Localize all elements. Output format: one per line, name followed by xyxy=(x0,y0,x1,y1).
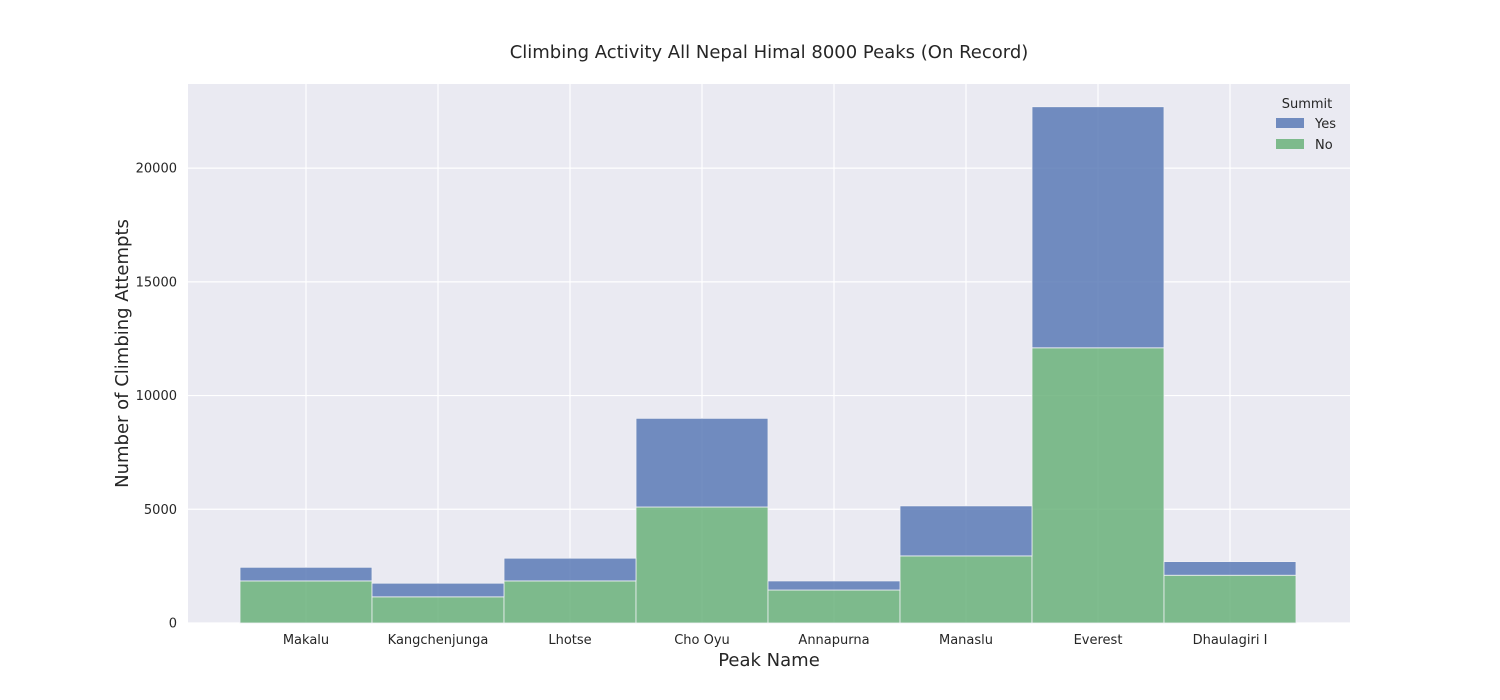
x-tick-label: Dhaulagiri I xyxy=(1193,633,1268,648)
bar-yes-annapurna xyxy=(767,580,901,591)
bar-no-manaslu xyxy=(899,555,1033,624)
y-tick-label: 0 xyxy=(169,617,177,632)
bar-yes-dhaulagiri-i xyxy=(1163,561,1297,576)
y-tick-label: 5000 xyxy=(144,503,177,518)
plot-area xyxy=(188,84,1350,623)
bar-no-makalu xyxy=(239,580,373,624)
bar-yes-manaslu xyxy=(899,505,1033,557)
bar-yes-kangchenjunga xyxy=(371,582,505,598)
chart-title: Climbing Activity All Nepal Himal 8000 P… xyxy=(510,42,1029,63)
x-tick-label: Cho Oyu xyxy=(674,633,730,648)
legend-swatch-yes xyxy=(1276,118,1304,128)
x-tick-label: Makalu xyxy=(283,633,329,648)
x-tick-label: Lhotse xyxy=(548,633,591,648)
y-tick-label: 20000 xyxy=(136,162,177,177)
bar-no-cho-oyu xyxy=(635,506,769,624)
bar-yes-everest xyxy=(1031,106,1165,349)
x-tick-label: Manaslu xyxy=(939,633,993,648)
y-axis-label: Number of Climbing Attempts xyxy=(112,219,133,488)
legend-title: Summit xyxy=(1282,97,1333,112)
x-tick-labels: Makalu Kangchenjunga Lhotse Cho Oyu Annapurn… xyxy=(283,633,1268,648)
legend-swatch-no xyxy=(1276,139,1304,149)
legend: Summit Yes No xyxy=(1276,97,1336,153)
x-tick-label: Kangchenjunga xyxy=(388,633,489,648)
bar-yes-lhotse xyxy=(503,557,637,582)
bar-no-annapurna xyxy=(767,589,901,624)
bar-no-everest xyxy=(1031,347,1165,624)
y-tick-label: 15000 xyxy=(136,275,177,290)
x-tick-label: Annapurna xyxy=(798,633,869,648)
legend-label-no: No xyxy=(1315,138,1333,153)
bars xyxy=(239,106,1297,624)
bar-no-kangchenjunga xyxy=(371,596,505,624)
x-axis-label: Peak Name xyxy=(718,650,820,671)
bar-no-dhaulagiri-i xyxy=(1163,574,1297,624)
x-tick-label: Everest xyxy=(1074,633,1123,648)
y-tick-labels: 0 5000 10000 15000 20000 xyxy=(136,162,177,632)
bar-yes-cho-oyu xyxy=(635,417,769,508)
y-tick-label: 10000 xyxy=(136,389,177,404)
legend-label-yes: Yes xyxy=(1314,117,1336,132)
bar-no-lhotse xyxy=(503,580,637,624)
bar-yes-makalu xyxy=(239,566,373,582)
